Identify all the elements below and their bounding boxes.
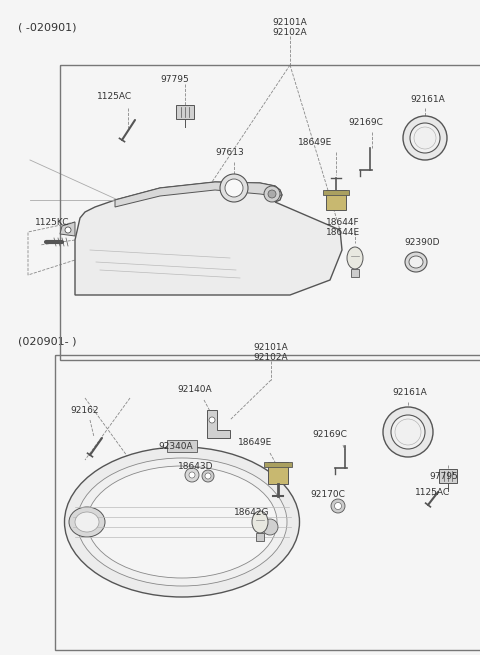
Polygon shape — [115, 182, 282, 207]
Text: 18644F
18644E: 18644F 18644E — [326, 218, 360, 237]
Circle shape — [410, 123, 440, 153]
Text: 18643D: 18643D — [178, 462, 214, 471]
Circle shape — [335, 502, 341, 510]
Ellipse shape — [87, 466, 277, 578]
Text: 92340A: 92340A — [159, 442, 193, 451]
Text: 92169C: 92169C — [348, 118, 384, 127]
Text: 92162: 92162 — [71, 406, 99, 415]
Text: 92161A: 92161A — [393, 388, 427, 397]
Text: 92170C: 92170C — [311, 490, 346, 499]
Ellipse shape — [347, 247, 363, 269]
Polygon shape — [207, 410, 230, 438]
Bar — [326, 190, 346, 210]
Bar — [167, 440, 197, 452]
Text: 18649E: 18649E — [238, 438, 272, 447]
Text: 1125AC: 1125AC — [415, 488, 451, 497]
Text: 18649E: 18649E — [298, 138, 332, 147]
Polygon shape — [75, 182, 342, 295]
Text: 92169C: 92169C — [312, 430, 348, 439]
Ellipse shape — [409, 256, 423, 268]
Bar — [323, 190, 349, 195]
Text: 1125KC: 1125KC — [35, 218, 69, 227]
Circle shape — [391, 415, 425, 449]
Circle shape — [65, 227, 71, 233]
Circle shape — [220, 174, 248, 202]
Ellipse shape — [75, 512, 99, 532]
Bar — [55, 355, 480, 650]
Ellipse shape — [64, 447, 300, 597]
Circle shape — [268, 190, 276, 198]
Circle shape — [262, 519, 278, 535]
Text: 92161A: 92161A — [410, 95, 445, 104]
Text: (020901- ): (020901- ) — [18, 337, 76, 347]
Ellipse shape — [405, 252, 427, 272]
Text: 18642G: 18642G — [234, 508, 270, 517]
Text: 97795: 97795 — [430, 472, 458, 481]
Text: 97795: 97795 — [161, 75, 190, 84]
Bar — [264, 462, 292, 467]
Circle shape — [403, 116, 447, 160]
Text: 1125AC: 1125AC — [97, 92, 132, 101]
Circle shape — [383, 407, 433, 457]
Text: 97613: 97613 — [216, 148, 244, 157]
Bar — [351, 269, 359, 277]
Polygon shape — [60, 222, 75, 236]
Text: 92101A
92102A: 92101A 92102A — [253, 343, 288, 362]
Circle shape — [202, 470, 214, 482]
Text: ( -020901): ( -020901) — [18, 22, 76, 32]
Ellipse shape — [69, 507, 105, 537]
Circle shape — [189, 472, 195, 478]
Text: 92140A: 92140A — [178, 385, 212, 394]
Bar — [439, 469, 457, 483]
Circle shape — [205, 473, 211, 479]
Bar — [60, 65, 480, 360]
Bar — [268, 462, 288, 484]
Circle shape — [185, 468, 199, 482]
Text: 92390D: 92390D — [404, 238, 440, 247]
Circle shape — [209, 417, 215, 423]
Bar — [176, 105, 194, 119]
Circle shape — [331, 499, 345, 513]
Ellipse shape — [252, 511, 268, 533]
Bar — [256, 533, 264, 541]
Ellipse shape — [77, 458, 287, 586]
Text: 92101A
92102A: 92101A 92102A — [273, 18, 307, 37]
Circle shape — [225, 179, 243, 197]
Circle shape — [264, 186, 280, 202]
